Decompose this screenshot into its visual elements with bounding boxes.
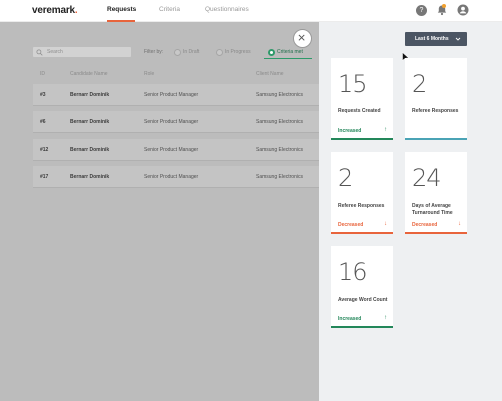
tab-questionnaires[interactable]: Questionnaires: [205, 6, 249, 13]
logo-dot: .: [74, 5, 78, 16]
active-tab-indicator: [107, 20, 135, 22]
filter-option-label: In Progress: [225, 49, 251, 55]
stat-value: 16: [338, 258, 368, 286]
column-header-client[interactable]: Client Name: [256, 71, 284, 77]
arrow-up-icon: ↑: [384, 127, 387, 133]
radio-icon: [216, 49, 223, 56]
tab-criteria[interactable]: Criteria: [159, 6, 180, 13]
stat-label: Days of Average Turnaround Time: [412, 203, 453, 216]
filter-by-label: Filter by:: [144, 49, 164, 55]
filter-option-label: Criteria met: [277, 49, 303, 55]
table-row[interactable]: #17 Bernarr Dominik Senior Product Manag…: [33, 166, 319, 188]
selected-filter-underline: [264, 58, 312, 59]
row-candidate-name: Bernarr Dominik: [70, 119, 110, 125]
date-range-dropdown[interactable]: Last 6 Months: [405, 32, 467, 46]
table-row[interactable]: #3 Bernarr Dominik Senior Product Manage…: [33, 84, 319, 106]
user-icon[interactable]: [457, 4, 469, 16]
close-icon: [298, 34, 305, 41]
search-input[interactable]: [33, 47, 131, 57]
stat-card-referee-responses-trend[interactable]: 2 Referee Responses Decreased ↓: [331, 152, 393, 234]
filter-option-label: In Draft: [183, 49, 200, 55]
row-client: Samsung Electronics: [256, 147, 303, 153]
stat-value: 2: [338, 164, 353, 192]
column-header-candidate[interactable]: Candidate Name: [70, 71, 108, 77]
radio-icon: [174, 49, 181, 56]
search-placeholder: Search: [47, 49, 63, 55]
stat-trend: Increased: [338, 316, 362, 322]
stat-indicator-bar: [405, 138, 467, 140]
row-role: Senior Product Manager: [144, 174, 199, 180]
chevron-down-icon: [455, 37, 461, 41]
radio-selected-icon: [268, 49, 275, 56]
stat-value: 2: [412, 70, 427, 98]
notification-dot: [442, 4, 446, 8]
arrow-up-icon: ↑: [384, 315, 387, 321]
close-panel-button[interactable]: [293, 29, 312, 48]
stat-label: Referee Responses: [412, 108, 459, 114]
row-id: #6: [40, 119, 46, 125]
veremark-logo[interactable]: veremark.: [32, 5, 78, 16]
stat-indicator-bar: [331, 326, 393, 328]
row-candidate-name: Bernarr Dominik: [70, 147, 110, 153]
filter-criteria-met[interactable]: Criteria met: [266, 47, 303, 58]
stat-trend: Increased: [338, 128, 362, 134]
stat-label: Average Word Count: [338, 297, 388, 303]
arrow-down-icon: ↓: [384, 221, 387, 227]
table-row[interactable]: #12 Bernarr Dominik Senior Product Manag…: [33, 139, 319, 161]
arrow-down-icon: ↓: [458, 221, 461, 227]
row-id: #17: [40, 174, 49, 180]
filter-in-draft[interactable]: In Draft: [172, 47, 199, 58]
stat-card-turnaround-time[interactable]: 24 Days of Average Turnaround Time Decre…: [405, 152, 467, 234]
stat-indicator-bar: [331, 232, 393, 234]
stat-indicator-bar: [405, 232, 467, 234]
column-header-role[interactable]: Role: [144, 71, 155, 77]
tab-requests[interactable]: Requests: [107, 6, 137, 13]
stat-indicator-bar: [331, 138, 393, 140]
row-role: Senior Product Manager: [144, 147, 199, 153]
date-range-label: Last 6 Months: [415, 36, 449, 42]
row-candidate-name: Bernarr Dominik: [70, 174, 110, 180]
stat-label: Requests Created: [338, 108, 381, 114]
stat-value: 15: [338, 70, 368, 98]
table-row[interactable]: #6 Bernarr Dominik Senior Product Manage…: [33, 111, 319, 133]
row-id: #12: [40, 147, 49, 153]
filter-in-progress[interactable]: In Progress: [214, 47, 251, 58]
search-icon: [36, 49, 43, 56]
column-header-id[interactable]: ID: [40, 71, 45, 77]
stat-card-requests-created[interactable]: 15 Requests Created Increased ↑: [331, 58, 393, 140]
row-client: Samsung Electronics: [256, 119, 303, 125]
stat-card-average-word-count[interactable]: 16 Average Word Count Increased ↑: [331, 246, 393, 328]
row-client: Samsung Electronics: [256, 92, 303, 98]
row-client: Samsung Electronics: [256, 174, 303, 180]
stat-label: Referee Responses: [338, 203, 385, 209]
logo-text: veremark: [32, 5, 75, 16]
stat-trend: Decreased: [412, 222, 438, 228]
row-role: Senior Product Manager: [144, 92, 199, 98]
requests-main-overlay: [0, 22, 319, 401]
row-candidate-name: Bernarr Dominik: [70, 92, 110, 98]
top-navigation-bar: veremark. Requests Criteria Questionnair…: [0, 0, 502, 22]
help-icon[interactable]: ?: [416, 5, 427, 16]
row-role: Senior Product Manager: [144, 119, 199, 125]
row-id: #3: [40, 92, 46, 98]
stat-card-referee-responses[interactable]: 2 Referee Responses: [405, 58, 467, 140]
stat-trend: Decreased: [338, 222, 364, 228]
stat-value: 24: [412, 164, 442, 192]
